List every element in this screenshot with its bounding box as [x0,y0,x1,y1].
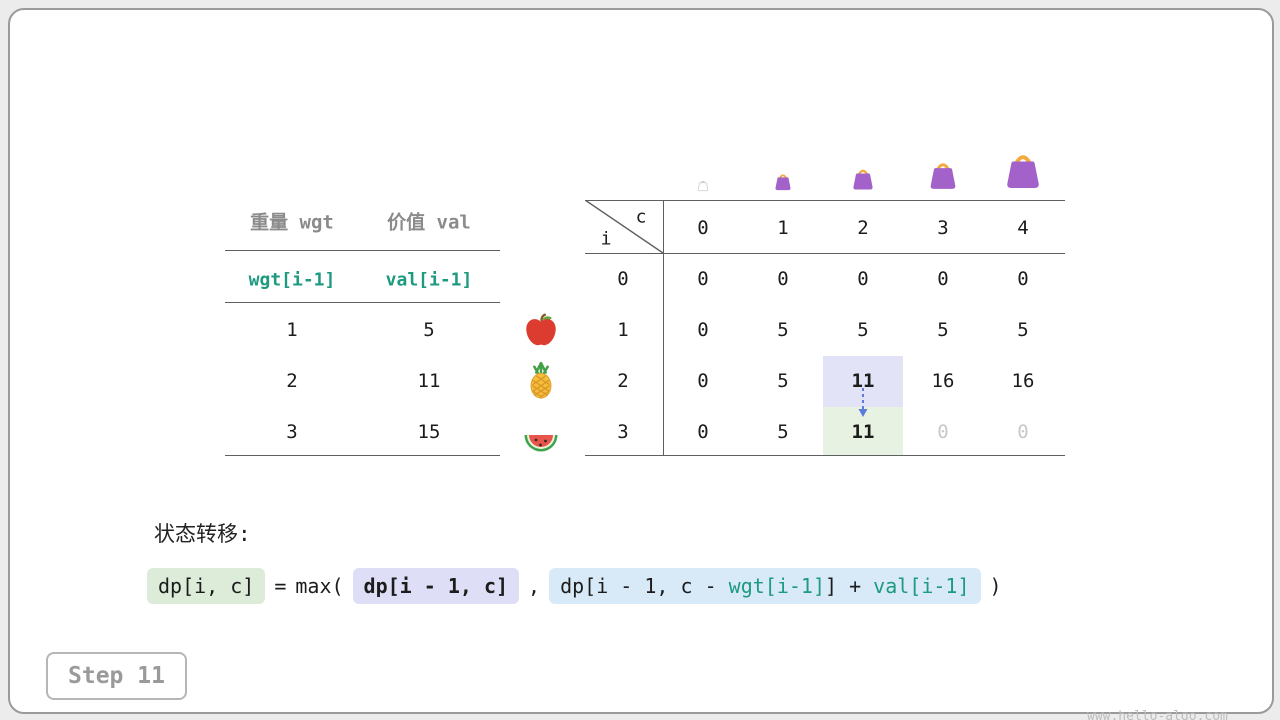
dp-row-header: 3 [617,421,629,443]
formula-arg2-wgt: wgt[i-1] [728,574,825,598]
step-badge: Step 11 [46,652,187,700]
dp-table-header-divider [585,253,1065,254]
dp-cell-r2-c2: 11 [851,370,875,392]
transition-arrow-icon [858,388,868,417]
dp-cell-r0-c3: 0 [937,268,949,290]
items-header-value: 价值 val [387,211,471,234]
dp-cell-r1-c2: 5 [857,319,869,341]
dp-col-header: 4 [1017,217,1029,239]
watermark: www.hello-algo.com [1087,709,1228,720]
dp-table-border-top [585,200,1065,201]
formula-equals: = [274,574,287,598]
items-table-divider [225,455,500,456]
item-wgt: 2 [286,370,298,392]
bag-xlarge-icon [1005,155,1041,190]
state-transition-formula: dp[i, c] = max( dp[i - 1, c] , dp[i - 1,… [147,568,1002,604]
dp-col-header: 3 [937,217,949,239]
formula-arg2-mid: ] + [825,574,874,598]
items-subheader-val: val[i-1] [385,269,473,291]
dp-cell-r2-c4: 16 [1011,370,1035,392]
dp-col-header: 1 [777,217,789,239]
items-table-divider [225,250,500,251]
pineapple-icon [529,362,553,400]
item-wgt: 1 [286,319,298,341]
formula-max-open: max( [295,574,344,598]
dp-highlight-source-cell [823,356,903,407]
formula-comma: , [528,574,541,598]
figure-card: 重量 wgt 价值 val wgt[i-1] val[i-1] 1 5 2 11… [8,8,1274,720]
dp-table-rowheader-divider [663,200,664,455]
apple-icon [525,313,557,347]
section-label: 状态转移: [154,522,251,546]
formula-arg1-chip: dp[i - 1, c] [352,568,520,604]
dp-cell-r3-c3: 0 [937,421,949,443]
dp-cell-r3-c1: 5 [777,421,789,443]
dp-row-header: 2 [617,370,629,392]
item-wgt: 3 [286,421,298,443]
item-val: 15 [417,421,441,443]
formula-arg2-val: val[i-1] [873,574,970,598]
dp-col-header: 0 [697,217,709,239]
dp-cell-r1-c4: 5 [1017,319,1029,341]
item-val: 11 [417,370,441,392]
dp-cell-r2-c0: 0 [697,370,709,392]
dp-row-header: 0 [617,268,629,290]
dp-cell-r1-c0: 0 [697,319,709,341]
dp-cell-r2-c3: 16 [931,370,955,392]
dp-cell-r3-c2: 11 [851,421,875,443]
dp-cell-r3-c4: 0 [1017,421,1029,443]
watermelon-icon [524,435,558,452]
bag-large-icon [929,163,957,191]
dp-row-header: 1 [617,319,629,341]
dp-cell-r0-c4: 0 [1017,268,1029,290]
bag-empty-icon [697,180,709,192]
formula-lhs-chip: dp[i, c] [147,568,266,604]
items-header-weight: 重量 wgt [250,211,334,234]
bag-small-icon [774,174,792,192]
item-val: 5 [423,319,435,341]
formula-arg2-prefix: dp[i - 1, c - [560,574,729,598]
dp-cell-r1-c3: 5 [937,319,949,341]
dp-cell-r0-c2: 0 [857,268,869,290]
dp-cell-r0-c0: 0 [697,268,709,290]
dp-cell-r2-c1: 5 [777,370,789,392]
dp-corner-label-c: c [635,206,647,228]
dp-corner-diagonal [585,200,663,253]
dp-col-header: 2 [857,217,869,239]
formula-arg2-chip: dp[i - 1, c - wgt[i-1]] + val[i-1] [549,568,981,604]
dp-corner-label-i: i [600,228,612,250]
dp-cell-r0-c1: 0 [777,268,789,290]
bag-medium-icon [852,169,874,191]
dp-table-border-bottom [585,455,1065,456]
items-table-divider [225,302,500,303]
dp-cell-r1-c1: 5 [777,319,789,341]
dp-cell-r3-c0: 0 [697,421,709,443]
formula-paren-close: ) [989,574,1002,598]
items-subheader-wgt: wgt[i-1] [248,269,336,291]
